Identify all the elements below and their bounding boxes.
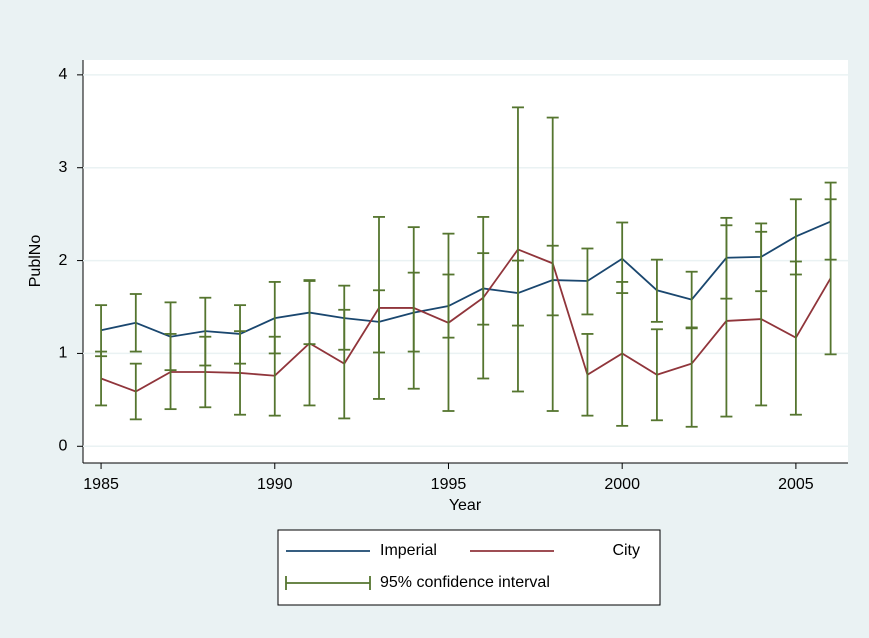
x-tick-label: 2000 bbox=[604, 476, 640, 493]
y-tick-label: 0 bbox=[59, 438, 68, 455]
x-tick-label: 1995 bbox=[431, 476, 467, 493]
series-line bbox=[100, 248, 832, 393]
y-tick-label: 4 bbox=[59, 66, 68, 83]
legend-label: 95% confidence interval bbox=[380, 574, 550, 591]
series-line bbox=[100, 220, 831, 338]
legend-label: City bbox=[612, 542, 640, 559]
x-tick-label: 1985 bbox=[83, 476, 119, 493]
plot-area bbox=[83, 60, 848, 463]
y-tick-label: 3 bbox=[59, 159, 68, 176]
legend-label: Imperial bbox=[380, 542, 437, 559]
x-tick-label: 2005 bbox=[778, 476, 814, 493]
x-tick-label: 1990 bbox=[257, 476, 293, 493]
y-tick-label: 2 bbox=[59, 252, 68, 269]
y-axis-label: PublNo bbox=[27, 235, 44, 288]
y-tick-label: 1 bbox=[59, 345, 68, 362]
legend bbox=[277, 529, 661, 606]
x-axis-label: Year bbox=[449, 497, 482, 514]
